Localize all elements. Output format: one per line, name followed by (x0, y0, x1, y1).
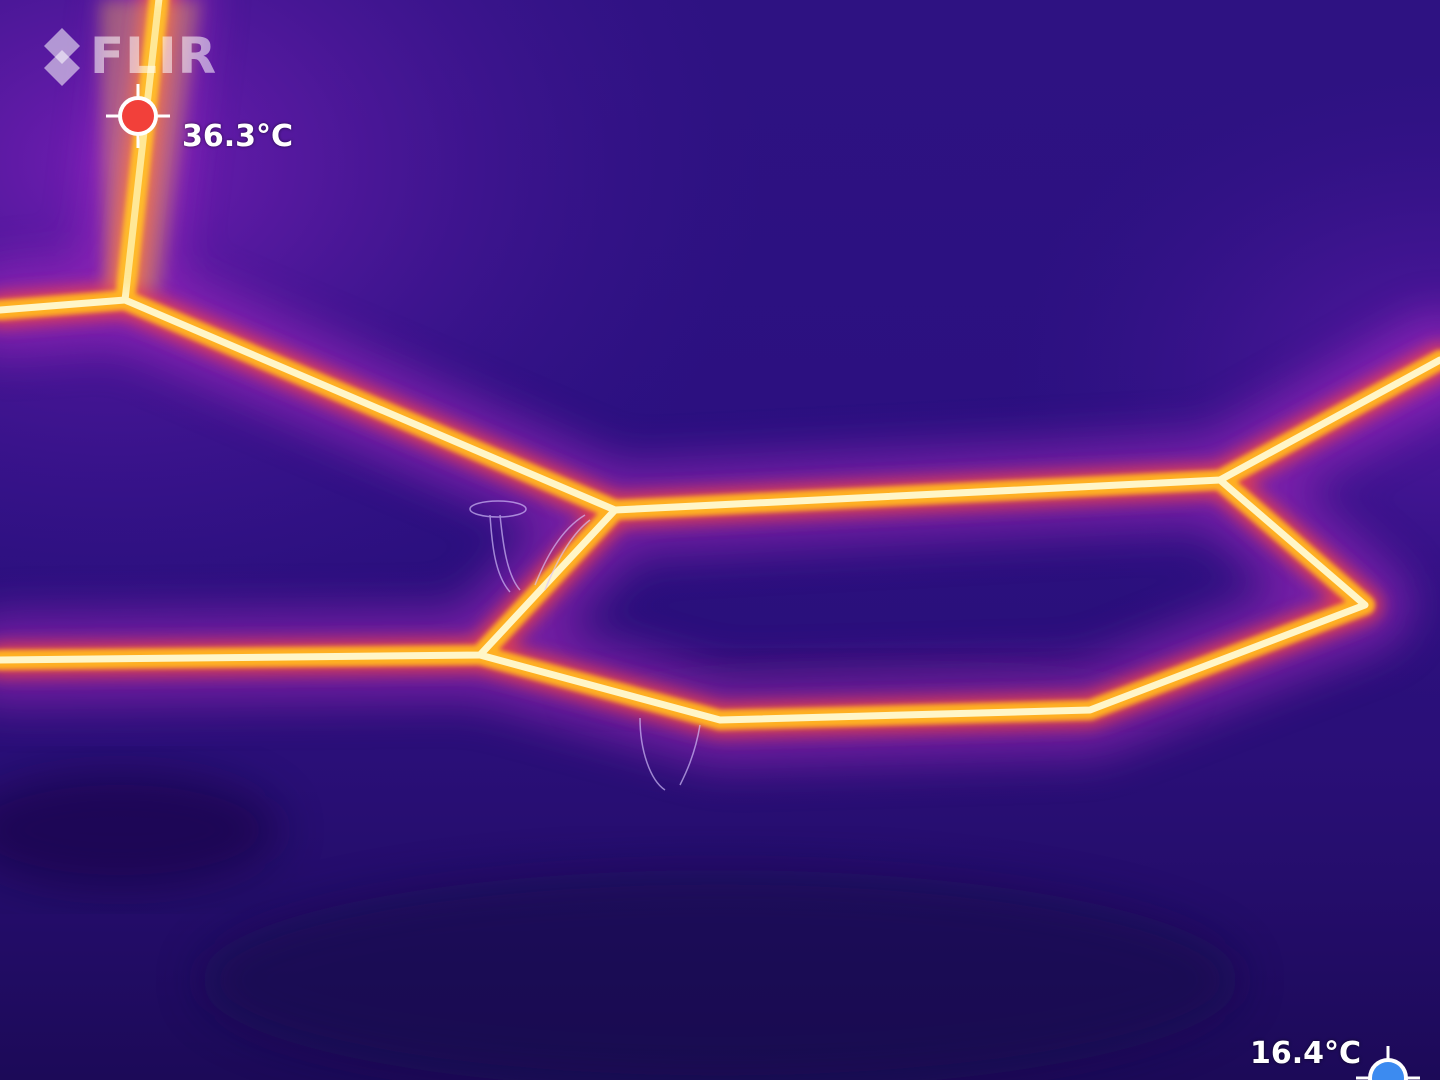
min-temperature-label: 16.4°C (1250, 1036, 1362, 1071)
flir-logo: FLIR (40, 26, 230, 86)
max-temperature-label: 36.3°C (182, 119, 294, 154)
cables (469, 500, 701, 791)
led-hexagon-strips (0, 0, 1440, 765)
min-temp-crosshair-icon (1356, 1046, 1420, 1080)
max-temp-crosshair-icon (106, 84, 170, 148)
flir-logo-text: FLIR (90, 27, 218, 85)
flir-logo-icon (44, 28, 80, 86)
